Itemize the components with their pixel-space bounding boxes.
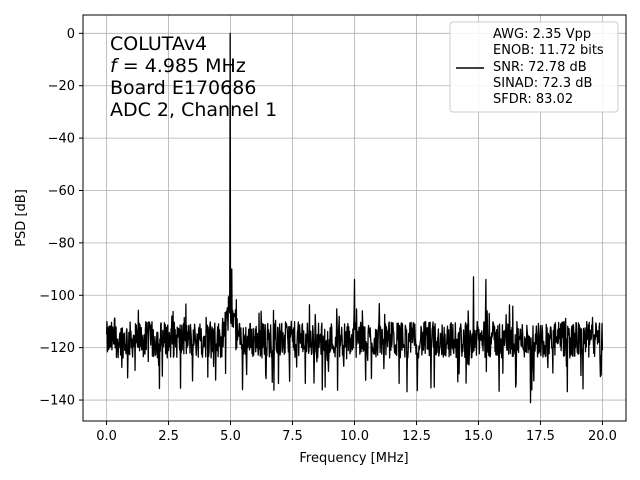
legend-box <box>449 21 619 113</box>
legend-line-2: ENOB: 11.72 bits <box>493 43 604 58</box>
y-tick-label: −80 <box>48 236 75 251</box>
annotation-line-2: f = 4.985 MHz <box>110 55 246 77</box>
frequency-symbol: f <box>110 55 120 77</box>
legend-line-3: SNR: 72.78 dB <box>493 60 587 75</box>
annotation-line-1: COLUTAv4 <box>110 33 207 55</box>
annotation-line-3: Board E170686 <box>110 77 256 99</box>
legend-line-1: AWG: 2.35 Vpp <box>493 27 591 42</box>
y-tick-label: −140 <box>39 394 75 409</box>
legend: AWG: 2.35 Vpp ENOB: 11.72 bits SNR: 72.7… <box>449 21 619 113</box>
annotation-line-4: ADC 2, Channel 1 <box>110 99 277 121</box>
x-ticks: 0.0 2.5 5.0 7.5 10.0 12.5 15.0 17.5 20.0 <box>96 421 617 444</box>
x-tick-label: 0.0 <box>96 429 117 444</box>
annotation-block: COLUTAv4 f = 4.985 MHz Board E170686 ADC… <box>110 33 277 121</box>
x-axis-label: Frequency [MHz] <box>299 451 408 466</box>
x-tick-label: 15.0 <box>464 429 493 444</box>
x-tick-label: 12.5 <box>402 429 431 444</box>
series-group <box>105 32 604 404</box>
frequency-value: = 4.985 MHz <box>117 55 246 77</box>
x-tick-label: 17.5 <box>526 429 555 444</box>
x-tick-label: 2.5 <box>158 429 179 444</box>
y-axis-label: PSD [dB] <box>14 189 29 247</box>
psd-series-line <box>105 32 604 404</box>
y-tick-label: −120 <box>39 341 75 356</box>
y-tick-label: −20 <box>48 79 75 94</box>
x-tick-label: 20.0 <box>588 429 617 444</box>
x-tick-label: 10.0 <box>340 429 369 444</box>
legend-line-5: SFDR: 83.02 <box>493 92 573 107</box>
legend-line-4: SINAD: 72.3 dB <box>493 76 592 91</box>
y-ticks: 0 −20 −40 −60 −80 −100 −120 −140 <box>39 27 83 409</box>
y-tick-label: −100 <box>39 289 75 304</box>
x-tick-label: 7.5 <box>282 429 303 444</box>
y-tick-label: 0 <box>67 27 75 42</box>
y-tick-label: −60 <box>48 184 75 199</box>
y-tick-label: −40 <box>48 132 75 147</box>
x-tick-label: 5.0 <box>220 429 241 444</box>
